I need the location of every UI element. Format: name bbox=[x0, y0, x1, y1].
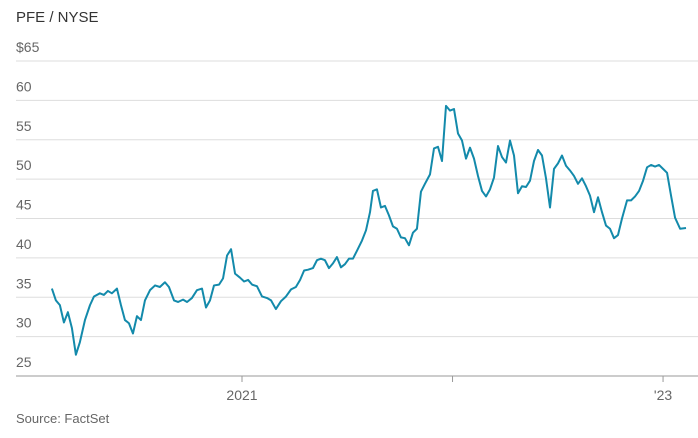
y-tick-label: 60 bbox=[16, 78, 32, 94]
x-tick-label: 2021 bbox=[226, 387, 257, 403]
y-tick-label: 30 bbox=[16, 315, 32, 331]
y-tick-label: 25 bbox=[16, 354, 32, 370]
price-line bbox=[50, 104, 687, 356]
y-tick-label: 45 bbox=[16, 197, 32, 213]
y-tick-label: 55 bbox=[16, 118, 32, 134]
y-tick-label: $65 bbox=[16, 39, 40, 55]
y-tick-label: 50 bbox=[16, 157, 32, 173]
source: Source: FactSet bbox=[16, 411, 110, 426]
x-tick-label: '23 bbox=[654, 387, 672, 403]
chart-title: PFE / NYSE bbox=[16, 9, 99, 26]
y-tick-label: 35 bbox=[16, 275, 32, 291]
y-tick-label: 40 bbox=[16, 236, 32, 252]
